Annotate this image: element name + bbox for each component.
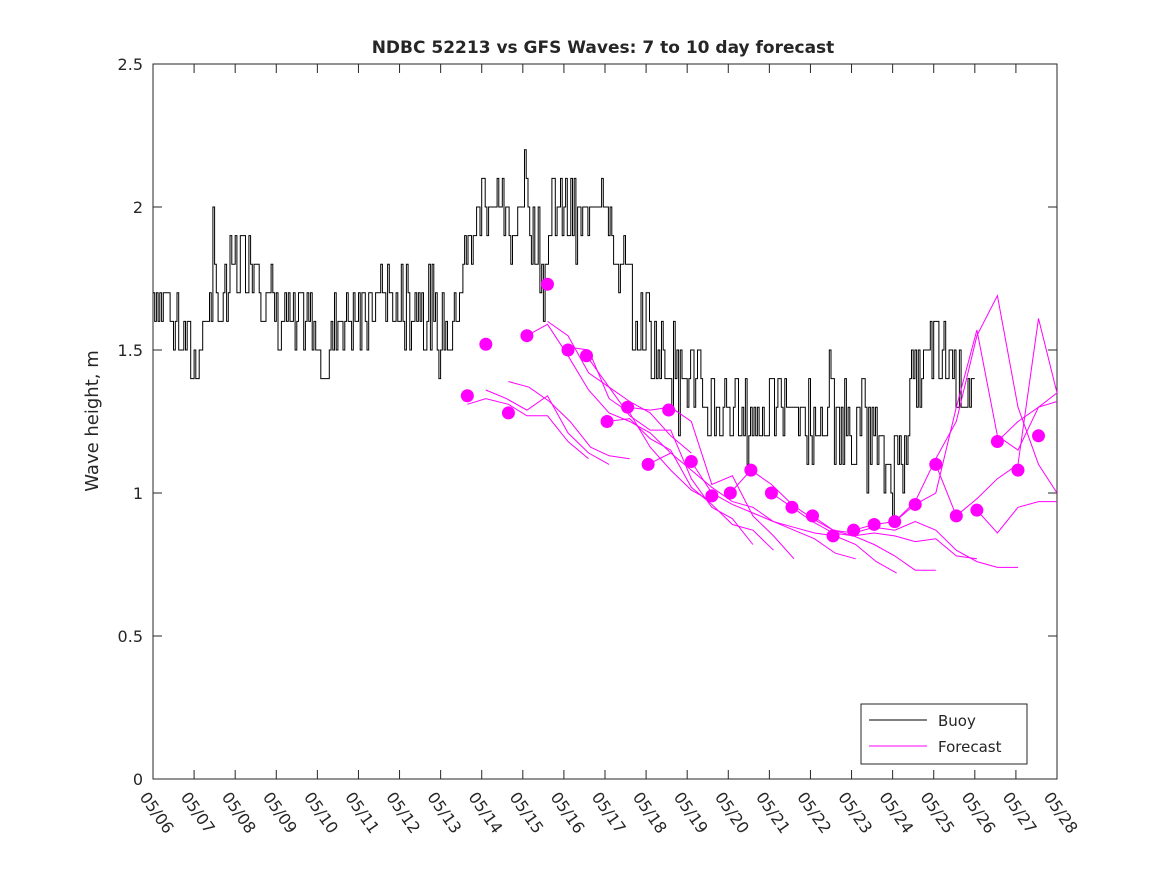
x-tick-label: 05/06: [136, 788, 178, 837]
x-tick-label: 05/11: [341, 788, 383, 837]
x-tick-label: 05/24: [875, 788, 917, 837]
forecast-marker: [929, 457, 943, 471]
forecast-marker: [662, 403, 676, 417]
y-tick-label: 2: [133, 198, 143, 217]
x-tick-label: 05/19: [670, 788, 712, 837]
y-tick-label: 0.5: [118, 627, 143, 646]
forecast-line: [997, 401, 1058, 442]
forecast-marker: [867, 517, 881, 531]
forecast-marker: [641, 457, 655, 471]
forecast-line: [627, 406, 795, 560]
forecast-marker: [826, 529, 840, 543]
forecast-marker: [744, 463, 758, 477]
legend-buoy-label: Buoy: [938, 712, 976, 730]
forecast-marker: [561, 343, 575, 357]
x-tick-label: 05/10: [300, 788, 342, 837]
x-tick-label: 05/18: [629, 788, 671, 837]
y-axis-label: Wave height, m: [82, 350, 103, 491]
forecast-line: [976, 501, 1057, 534]
forecast-marker: [501, 406, 515, 420]
forecast-marker: [723, 486, 737, 500]
plot-area: 00.511.522.505/06 05/07 05/08 05/09 05/10 05/…: [118, 55, 1082, 837]
chart-title: NDBC 52213 vs GFS Waves: 7 to 10 day for…: [372, 38, 835, 58]
forecast-marker: [1011, 463, 1025, 477]
forecast-marker: [990, 435, 1004, 449]
x-tick-label: 05/17: [588, 788, 630, 837]
forecast-marker: [764, 486, 778, 500]
buoy-line: [153, 149, 975, 523]
x-tick-label: 05/13: [423, 788, 465, 837]
x-tick-label: 05/16: [547, 788, 589, 837]
x-tick-label: 05/20: [711, 788, 753, 837]
x-tick-label: 05/26: [958, 788, 1000, 837]
x-tick-label: 05/25: [916, 788, 958, 837]
forecast-marker: [888, 515, 902, 529]
x-tick-label: 05/07: [177, 788, 219, 837]
forecast-marker: [970, 503, 984, 517]
forecast-marker: [705, 489, 719, 503]
forecast-marker: [600, 415, 614, 428]
forecast-line: [547, 320, 692, 454]
x-tick-label: 05/09: [259, 788, 301, 837]
forecast-marker: [580, 349, 594, 363]
forecast-line: [647, 452, 856, 560]
x-tick-label: 05/28: [1040, 788, 1082, 837]
forecast-line: [812, 515, 1018, 568]
forecast-line: [467, 398, 589, 460]
x-tick-label: 05/21: [752, 788, 794, 837]
y-tick-label: 1.5: [118, 341, 143, 360]
x-tick-label: 05/12: [382, 788, 424, 837]
forecast-marker: [520, 329, 534, 343]
forecast-marker: [621, 400, 635, 414]
forecast-marker: [847, 523, 861, 537]
forecast-line: [894, 329, 1058, 522]
legend: Buoy Forecast: [860, 703, 1028, 765]
forecast-marker: [908, 497, 922, 511]
x-tick-label: 05/27: [999, 788, 1041, 837]
x-tick-label: 05/22: [793, 788, 835, 837]
forecast-marker: [540, 277, 554, 291]
x-tick-label: 05/08: [218, 788, 260, 837]
forecast-marker: [949, 509, 963, 523]
forecast-line: [586, 355, 754, 545]
forecast-line: [508, 381, 630, 460]
forecast-line: [607, 418, 774, 551]
y-tick-label: 2.5: [118, 55, 143, 74]
forecast-marker: [1032, 429, 1046, 443]
forecast-line: [853, 294, 1058, 531]
forecast-line: [690, 461, 897, 574]
forecast-line: [485, 389, 610, 465]
forecast-marker: [684, 455, 698, 469]
x-tick-label: 05/15: [506, 788, 548, 837]
forecast-marker: [806, 509, 820, 523]
x-tick-label: 05/23: [834, 788, 876, 837]
forecast-line: [526, 323, 672, 454]
forecast-marker: [479, 337, 493, 351]
forecast-line: [771, 492, 977, 560]
legend-box: [860, 703, 1028, 765]
forecast-marker: [785, 500, 799, 514]
x-tick-label: 05/14: [464, 788, 506, 837]
forecast-marker: [460, 389, 474, 403]
y-tick-label: 1: [133, 484, 143, 503]
y-tick-label: 0: [133, 770, 143, 789]
legend-forecast-label: Forecast: [938, 738, 1002, 756]
